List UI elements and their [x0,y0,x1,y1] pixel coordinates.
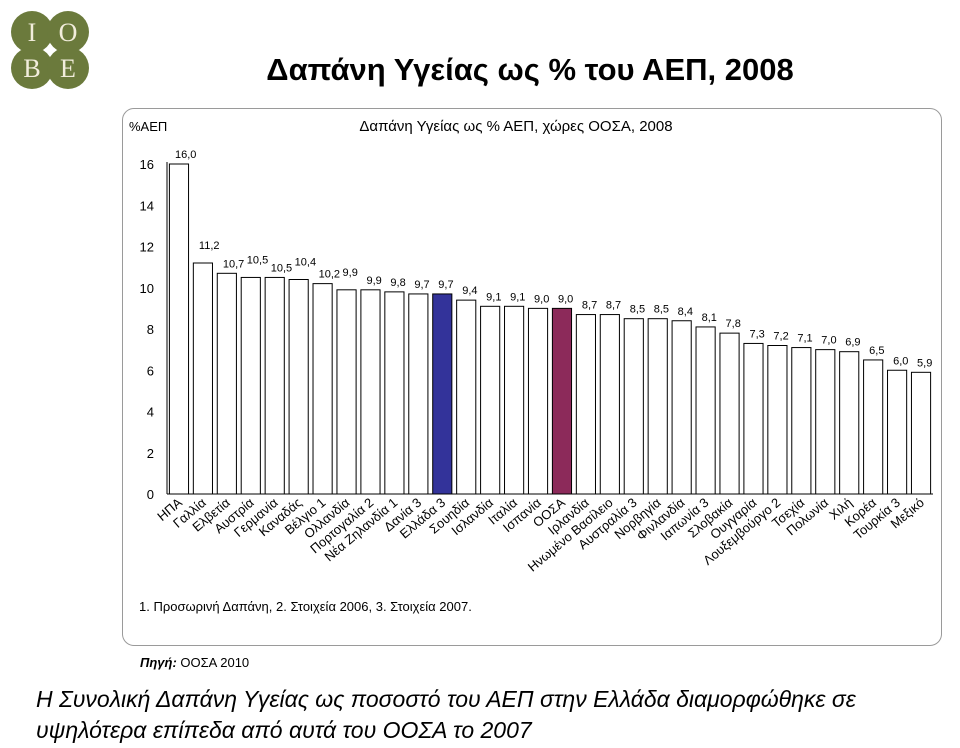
svg-text:B: B [23,54,40,83]
data-label: 10,5 [271,262,292,274]
bar [910,371,932,495]
bar [504,305,525,495]
bar [192,262,213,495]
data-label: 6,5 [869,345,884,357]
y-tick-label: 10 [140,281,154,296]
bar [456,299,477,495]
bar [719,332,740,495]
data-label: 7,2 [773,331,788,343]
data-label: 16,0 [175,149,196,161]
bar [887,369,908,495]
data-label: 8,1 [702,312,717,324]
data-label: 10,2 [319,269,340,281]
bar [336,289,357,495]
svg-text:I: I [28,18,37,47]
bar [551,307,573,495]
data-label: 9,9 [366,275,381,287]
y-tick-label: 12 [140,240,154,255]
chart-title: Δαπάνη Υγείας ως % ΑΕΠ, χώρες ΟΟΣΑ, 2008 [359,118,672,135]
y-tick-label: 0 [147,487,154,502]
bar-chart: Δαπάνη Υγείας ως % ΑΕΠ, χώρες ΟΟΣΑ, 2008… [129,118,933,614]
conclusion-text: Η Συνολική Δαπάνη Υγείας ως ποσοστό του … [36,684,956,746]
bar [408,293,429,495]
data-label: 8,5 [630,304,645,316]
data-label: 7,8 [726,318,741,330]
bar [671,320,692,495]
bar [647,318,668,495]
data-label: 9,7 [438,279,453,291]
bar [815,349,836,495]
chart-footnote: 1. Προσωρινή Δαπάνη, 2. Στοιχεία 2006, 3… [139,599,472,614]
data-label: 6,0 [893,355,908,367]
y-tick-label: 6 [147,363,154,378]
data-label: 10,7 [223,258,244,270]
data-label: 9,1 [486,291,501,303]
bar [599,314,620,495]
data-label: 9,0 [558,293,573,305]
bar [695,326,716,495]
data-label: 9,9 [343,267,358,279]
y-tick-label: 4 [147,405,154,420]
bar [863,359,884,495]
bar [575,314,596,495]
data-label: 5,9 [917,357,932,369]
data-label: 9,4 [462,285,477,297]
source-label: Πηγή: [140,655,177,670]
data-label: 10,4 [295,257,316,269]
bar [240,276,261,495]
bar [216,272,237,495]
data-label: 7,0 [821,335,836,347]
bar [839,351,860,495]
y-tick-label: 16 [140,157,154,172]
bar [288,279,309,495]
data-label: 8,7 [606,300,621,312]
bar [168,163,190,495]
data-label: 8,4 [678,306,693,318]
bar [360,289,381,495]
svg-text:E: E [60,54,76,83]
data-label: 11,2 [199,240,220,252]
source-note: Πηγή: ΟΟΣΑ 2010 [140,655,249,670]
data-label: 7,1 [797,333,812,345]
conclusion-line-2: υψηλότερα επίπεδα από αυτά του ΟΟΣΑ το 2… [36,717,532,743]
bar [384,291,405,495]
data-label: 6,9 [845,337,860,349]
source-text: ΟΟΣΑ 2010 [180,655,250,670]
data-label: 7,3 [749,328,764,340]
conclusion-line-1: Η Συνολική Δαπάνη Υγείας ως ποσοστό του … [36,686,856,712]
bar [264,276,285,495]
data-label: 9,1 [510,291,525,303]
bar [527,307,549,495]
page-title: Δαπάνη Υγείας ως % του ΑΕΠ, 2008 [266,52,794,87]
data-label: 9,0 [534,293,549,305]
data-label: 8,5 [654,304,669,316]
y-tick-label: 14 [140,198,154,213]
data-label: 9,8 [390,277,405,289]
bar [623,318,644,495]
bar [432,293,453,495]
data-label: 10,5 [247,254,268,266]
y-axis-label: %ΑΕΠ [129,119,167,134]
chart-panel: Δαπάνη Υγείας ως % ΑΕΠ, χώρες ΟΟΣΑ, 2008… [122,108,942,646]
bar [312,283,333,495]
bar [480,305,501,495]
bar [767,345,788,495]
y-tick-label: 2 [147,446,154,461]
svg-text:O: O [59,18,78,47]
data-label: 8,7 [582,300,597,312]
iobe-logo: I O B E [8,8,92,92]
bar [743,342,764,495]
y-tick-label: 8 [147,322,154,337]
bar [791,347,812,495]
data-label: 9,7 [414,279,429,291]
